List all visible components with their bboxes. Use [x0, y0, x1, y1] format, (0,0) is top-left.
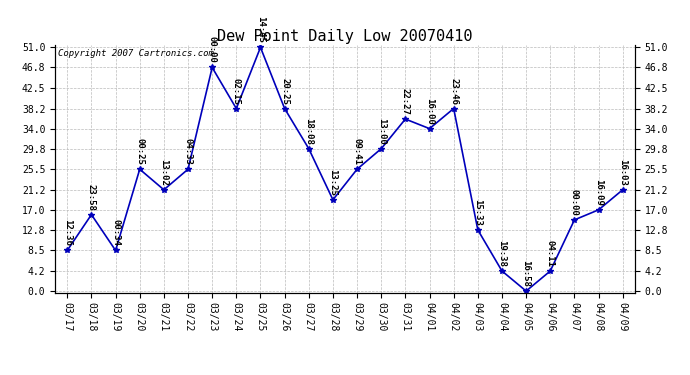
Text: 19:38: 19:38 — [497, 240, 506, 267]
Text: 15:33: 15:33 — [473, 199, 482, 226]
Text: 14:45: 14:45 — [256, 16, 265, 43]
Text: 12:36: 12:36 — [63, 219, 72, 246]
Text: 16:58: 16:58 — [522, 260, 531, 287]
Text: 23:58: 23:58 — [87, 184, 96, 210]
Title: Dew Point Daily Low 20070410: Dew Point Daily Low 20070410 — [217, 29, 473, 44]
Text: 16:00: 16:00 — [425, 98, 434, 124]
Text: 04:11: 04:11 — [546, 240, 555, 267]
Text: 00:25: 00:25 — [135, 138, 144, 165]
Text: 13:00: 13:00 — [377, 118, 386, 144]
Text: 13:02: 13:02 — [159, 159, 168, 186]
Text: 04:33: 04:33 — [184, 138, 193, 165]
Text: 02:15: 02:15 — [232, 78, 241, 104]
Text: 18:08: 18:08 — [304, 118, 313, 144]
Text: 00:00: 00:00 — [208, 36, 217, 63]
Text: 00:00: 00:00 — [570, 189, 579, 216]
Text: 09:41: 09:41 — [353, 138, 362, 165]
Text: 16:09: 16:09 — [594, 179, 603, 206]
Text: 13:25: 13:25 — [328, 169, 337, 196]
Text: 00:34: 00:34 — [111, 219, 120, 246]
Text: 23:46: 23:46 — [449, 78, 458, 104]
Text: 16:03: 16:03 — [618, 159, 627, 186]
Text: 20:25: 20:25 — [280, 78, 289, 104]
Text: Copyright 2007 Cartronics.com: Copyright 2007 Cartronics.com — [58, 49, 214, 58]
Text: 22:27: 22:27 — [401, 88, 410, 115]
